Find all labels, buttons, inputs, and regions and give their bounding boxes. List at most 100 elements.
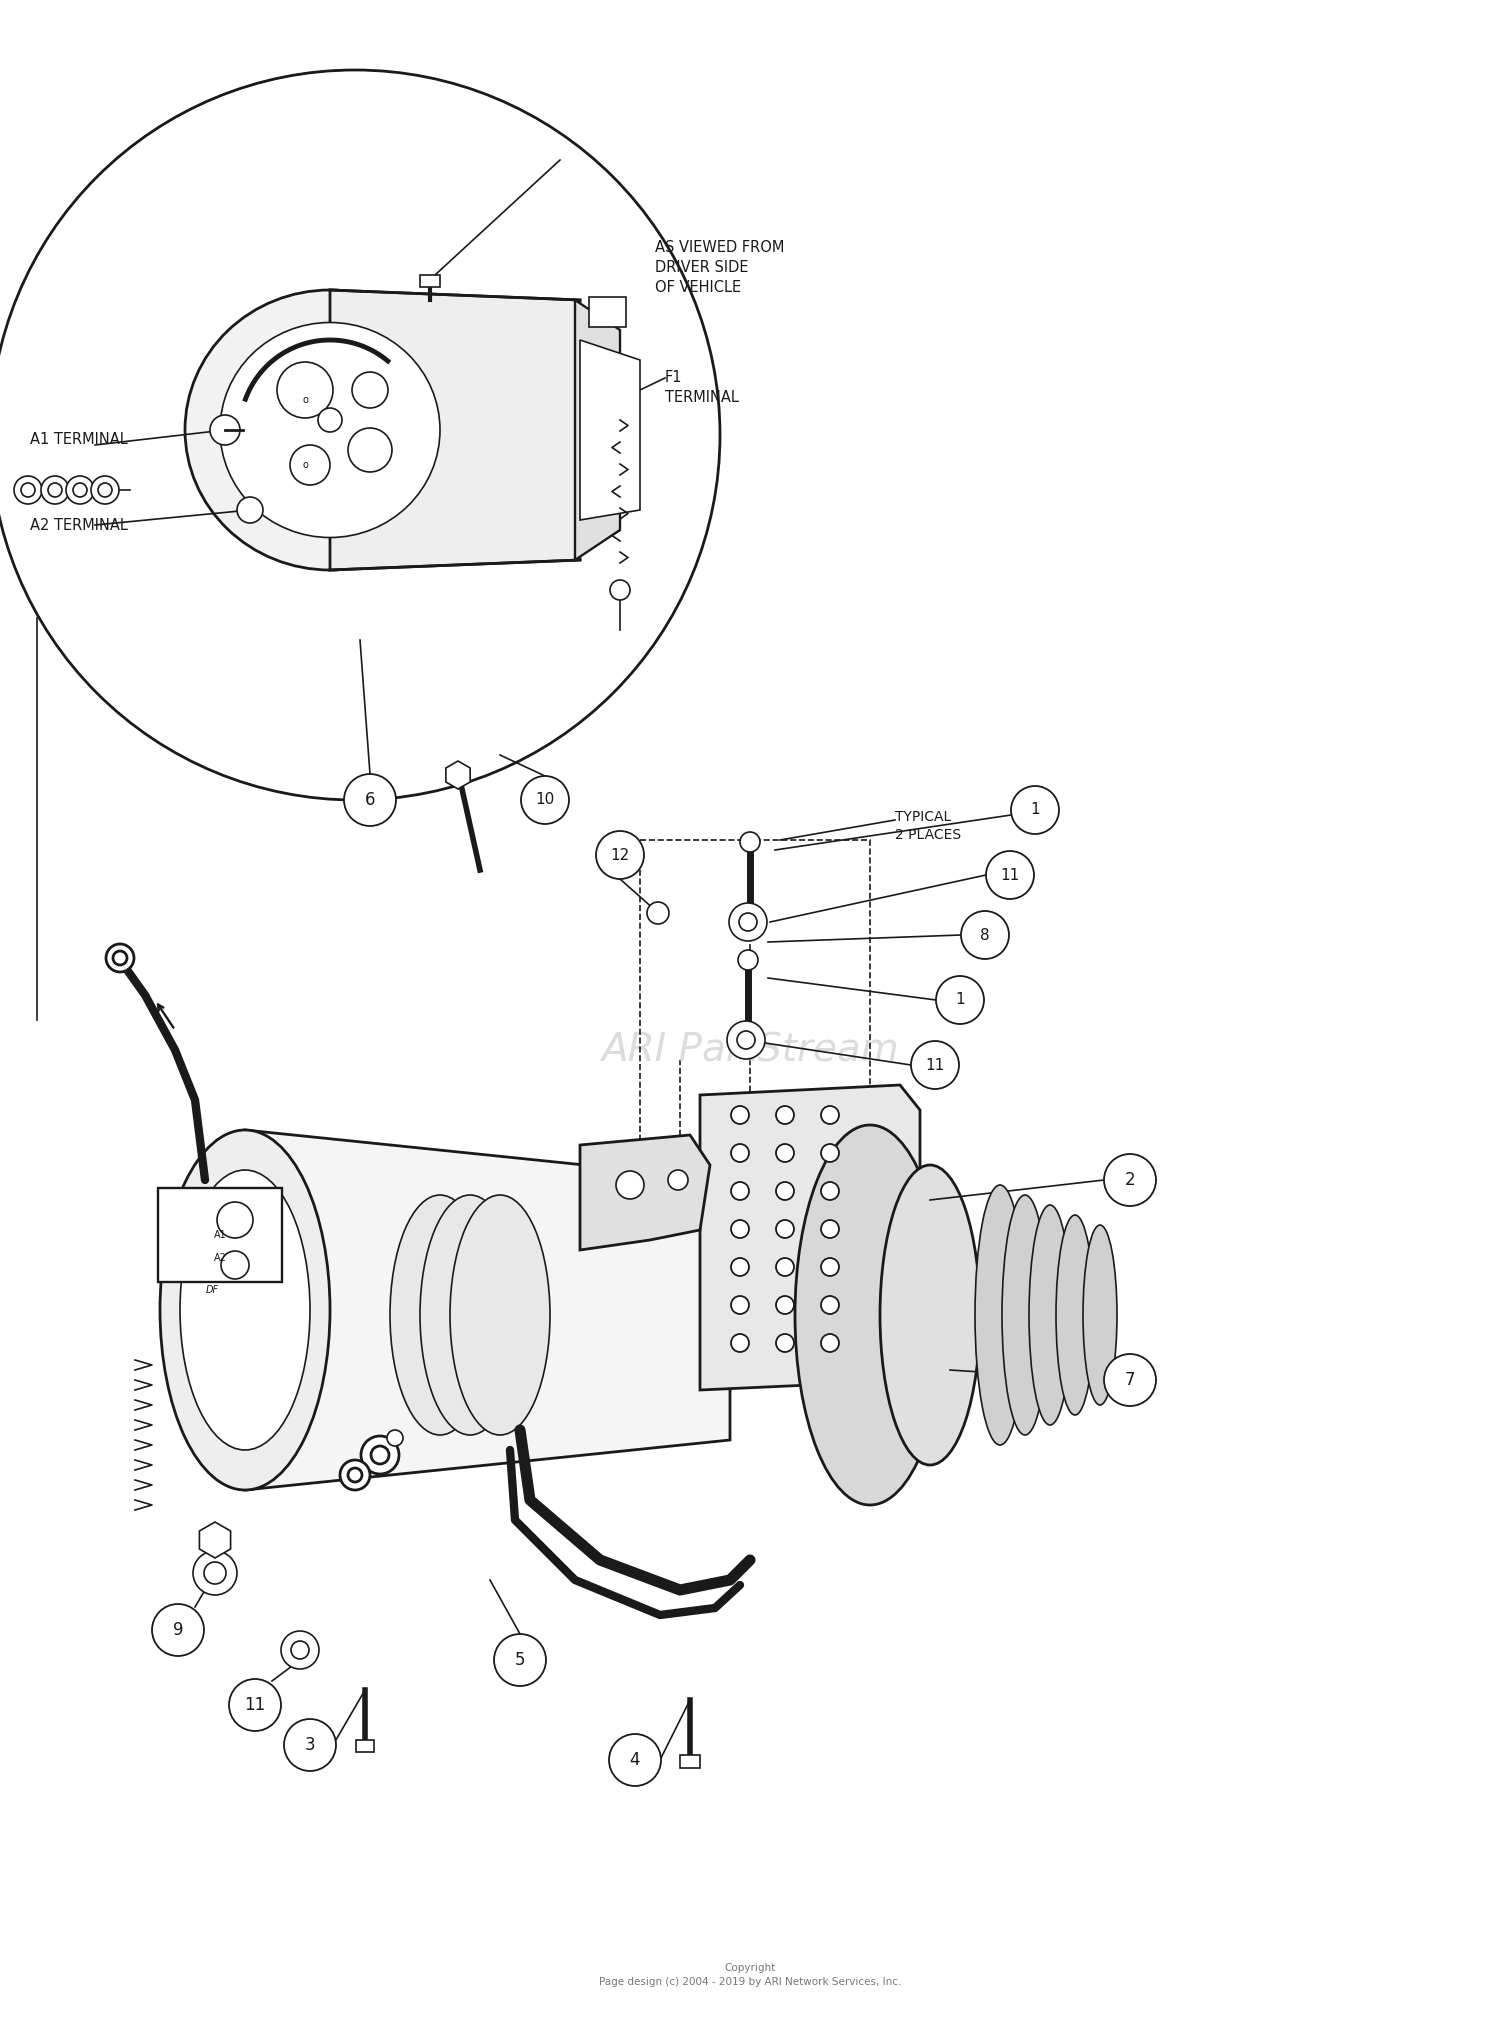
Text: 11: 11	[926, 1057, 945, 1073]
Circle shape	[936, 976, 984, 1025]
Text: 3: 3	[304, 1736, 315, 1754]
Ellipse shape	[450, 1194, 550, 1435]
Ellipse shape	[160, 1130, 330, 1489]
Circle shape	[520, 776, 568, 825]
Text: 2: 2	[1125, 1170, 1136, 1188]
Text: DF: DF	[206, 1285, 219, 1295]
Circle shape	[370, 1445, 388, 1463]
Text: o: o	[302, 461, 307, 471]
Circle shape	[290, 445, 330, 485]
Circle shape	[596, 831, 644, 879]
Text: 7: 7	[1125, 1370, 1136, 1388]
Circle shape	[220, 1251, 249, 1279]
Polygon shape	[700, 1085, 920, 1390]
Polygon shape	[574, 299, 620, 560]
Circle shape	[318, 408, 342, 432]
Circle shape	[986, 851, 1033, 899]
Circle shape	[1104, 1154, 1156, 1207]
Circle shape	[610, 580, 630, 600]
Text: A1: A1	[213, 1231, 226, 1241]
Ellipse shape	[420, 1194, 520, 1435]
Circle shape	[344, 774, 396, 827]
Circle shape	[362, 1437, 399, 1473]
Text: 12: 12	[610, 847, 630, 863]
Circle shape	[910, 1041, 958, 1089]
Circle shape	[776, 1257, 794, 1275]
Circle shape	[210, 414, 240, 445]
Circle shape	[821, 1221, 839, 1239]
FancyBboxPatch shape	[420, 275, 440, 287]
Circle shape	[66, 477, 94, 503]
Ellipse shape	[184, 289, 476, 570]
Circle shape	[776, 1334, 794, 1352]
Circle shape	[106, 944, 134, 972]
FancyBboxPatch shape	[680, 1754, 700, 1768]
Text: o: o	[302, 394, 307, 404]
Circle shape	[40, 477, 69, 503]
Text: 8: 8	[980, 928, 990, 942]
Text: F1
TERMINAL: F1 TERMINAL	[664, 370, 740, 404]
Ellipse shape	[1029, 1205, 1071, 1425]
Text: 4: 4	[630, 1750, 640, 1768]
Ellipse shape	[1083, 1225, 1118, 1405]
Circle shape	[730, 1257, 748, 1275]
Ellipse shape	[220, 323, 440, 538]
Circle shape	[74, 483, 87, 497]
Circle shape	[821, 1105, 839, 1124]
Circle shape	[776, 1221, 794, 1239]
Text: 9: 9	[172, 1621, 183, 1639]
Text: 6: 6	[364, 790, 375, 808]
Ellipse shape	[1002, 1194, 1048, 1435]
Circle shape	[730, 1334, 748, 1352]
Circle shape	[352, 372, 388, 408]
Circle shape	[92, 477, 118, 503]
Circle shape	[730, 1221, 748, 1239]
Circle shape	[237, 497, 262, 523]
Text: A2: A2	[213, 1253, 226, 1263]
Text: Copyright
Page design (c) 2004 - 2019 by ARI Network Services, Inc.: Copyright Page design (c) 2004 - 2019 by…	[598, 1962, 902, 1987]
Circle shape	[609, 1734, 662, 1787]
Circle shape	[738, 950, 758, 970]
Circle shape	[0, 71, 720, 800]
Ellipse shape	[180, 1170, 310, 1449]
Circle shape	[152, 1605, 204, 1655]
Circle shape	[740, 833, 760, 853]
Circle shape	[284, 1720, 336, 1770]
Circle shape	[646, 901, 669, 924]
Circle shape	[821, 1144, 839, 1162]
Circle shape	[730, 1105, 748, 1124]
Circle shape	[736, 1031, 754, 1049]
Text: 11: 11	[1000, 867, 1020, 883]
Text: 1: 1	[956, 992, 964, 1008]
Text: 1: 1	[1030, 802, 1039, 819]
FancyBboxPatch shape	[356, 1740, 374, 1752]
Circle shape	[776, 1182, 794, 1200]
Circle shape	[217, 1202, 254, 1239]
Circle shape	[13, 477, 42, 503]
Circle shape	[348, 428, 392, 473]
FancyBboxPatch shape	[158, 1188, 282, 1281]
Circle shape	[98, 483, 112, 497]
Text: 11: 11	[244, 1696, 266, 1714]
FancyBboxPatch shape	[590, 297, 626, 327]
Circle shape	[821, 1182, 839, 1200]
Circle shape	[728, 1021, 765, 1059]
Text: A2 TERMINAL: A2 TERMINAL	[30, 517, 128, 532]
Polygon shape	[580, 1136, 710, 1251]
Circle shape	[730, 1144, 748, 1162]
Circle shape	[48, 483, 62, 497]
Circle shape	[348, 1467, 361, 1481]
Polygon shape	[244, 1130, 730, 1489]
Circle shape	[730, 1182, 748, 1200]
Circle shape	[280, 1631, 320, 1669]
Circle shape	[616, 1170, 644, 1198]
Circle shape	[278, 362, 333, 418]
Circle shape	[340, 1459, 370, 1489]
Circle shape	[821, 1334, 839, 1352]
Text: TYPICAL
2 PLACES: TYPICAL 2 PLACES	[896, 810, 962, 843]
Circle shape	[729, 903, 766, 942]
Ellipse shape	[390, 1194, 490, 1435]
Circle shape	[230, 1679, 280, 1732]
Circle shape	[1104, 1354, 1156, 1407]
Polygon shape	[580, 340, 640, 519]
